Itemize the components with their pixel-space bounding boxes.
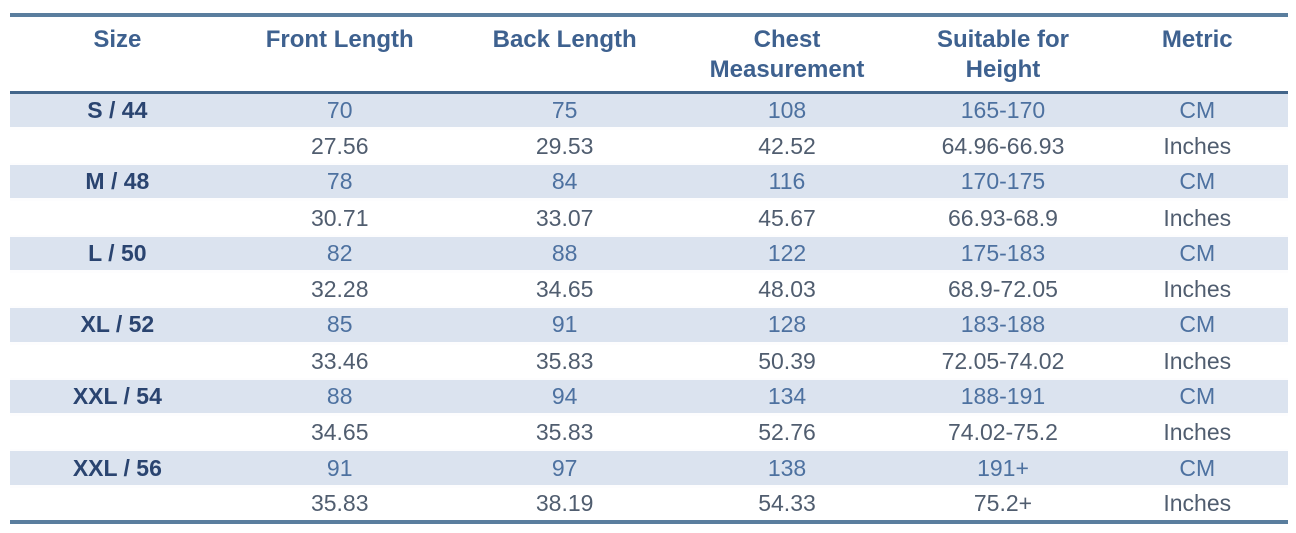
height-cell: 66.93-68.9: [899, 199, 1107, 236]
back-length-cell: 35.83: [454, 343, 675, 379]
size-cell: [10, 199, 225, 236]
column-header-height: Suitable for Height: [936, 26, 1069, 83]
column-header-back-length: Back Length: [492, 26, 637, 53]
table-row: M / 48 78 84 116 170-175 CM: [10, 163, 1288, 202]
table-row: 30.71 33.07 45.67 66.93-68.9 Inches: [10, 199, 1288, 236]
metric-cell: Inches: [1106, 486, 1288, 523]
back-length-cell: 91: [454, 306, 675, 345]
table-row: XL / 52 85 91 128 183-188 CM: [10, 306, 1288, 345]
chest-cell: 138: [674, 449, 900, 488]
front-length-cell: 30.71: [224, 199, 455, 236]
metric-cell: CM: [1106, 91, 1288, 130]
height-cell: 64.96-66.93: [899, 128, 1107, 165]
back-length-cell: 97: [454, 449, 675, 488]
table-row: 35.83 38.19 54.33 75.2+ Inches: [10, 486, 1288, 523]
height-cell: 170-175: [899, 163, 1107, 202]
chest-cell: 122: [674, 234, 900, 273]
front-length-cell: 27.56: [224, 128, 455, 165]
table-row: XXL / 54 88 94 134 188-191 CM: [10, 377, 1288, 417]
height-cell: 74.02-75.2: [899, 414, 1107, 451]
metric-cell: CM: [1106, 234, 1288, 273]
front-length-cell: 34.65: [224, 414, 455, 451]
chest-cell: 134: [674, 377, 900, 417]
height-cell: 183-188: [899, 306, 1107, 345]
size-cell: [10, 486, 225, 523]
size-cell: S / 44: [10, 91, 225, 130]
height-cell: 188-191: [899, 377, 1107, 417]
chest-cell: 42.52: [674, 128, 900, 165]
size-cell: L / 50: [10, 234, 225, 273]
height-cell: 75.2+: [899, 486, 1107, 523]
metric-cell: Inches: [1106, 343, 1288, 379]
front-length-cell: 78: [224, 163, 455, 202]
chest-cell: 45.67: [674, 199, 900, 236]
table-row: L / 50 82 88 122 175-183 CM: [10, 234, 1288, 273]
size-cell: [10, 343, 225, 379]
chest-cell: 52.76: [674, 414, 900, 451]
chest-cell: 54.33: [674, 486, 900, 523]
back-length-cell: 88: [454, 234, 675, 273]
back-length-cell: 29.53: [454, 128, 675, 165]
height-cell: 72.05-74.02: [899, 343, 1107, 379]
size-cell: M / 48: [10, 163, 225, 202]
height-cell: 68.9-72.05: [899, 271, 1107, 308]
column-header-front-length: Front Length: [265, 26, 414, 53]
size-cell: [10, 271, 225, 308]
metric-cell: Inches: [1106, 271, 1288, 308]
size-cell: XL / 52: [10, 306, 225, 345]
size-cell: XXL / 54: [10, 377, 225, 417]
chest-cell: 128: [674, 306, 900, 345]
front-length-cell: 33.46: [224, 343, 455, 379]
chest-cell: 50.39: [674, 343, 900, 379]
height-cell: 165-170: [899, 91, 1107, 130]
table-row: 27.56 29.53 42.52 64.96-66.93 Inches: [10, 128, 1288, 165]
table-row: XXL / 56 91 97 138 191+ CM: [10, 449, 1288, 488]
back-length-cell: 35.83: [454, 414, 675, 451]
metric-cell: Inches: [1106, 414, 1288, 451]
front-length-cell: 88: [224, 377, 455, 417]
chest-cell: 116: [674, 163, 900, 202]
metric-cell: CM: [1106, 449, 1288, 488]
table-row: S / 44 70 75 108 165-170 CM: [10, 91, 1288, 130]
size-chart-table: Size Front Length Back Length Chest Measurem…: [10, 13, 1288, 524]
front-length-cell: 32.28: [224, 271, 455, 308]
table-row: 33.46 35.83 50.39 72.05-74.02 Inches: [10, 343, 1288, 379]
front-length-cell: 70: [224, 91, 455, 130]
size-cell: [10, 128, 225, 165]
back-length-cell: 94: [454, 377, 675, 417]
back-length-cell: 38.19: [454, 486, 675, 523]
header-row: Size Front Length Back Length Chest Measurem…: [10, 15, 1288, 93]
chest-cell: 48.03: [674, 271, 900, 308]
height-cell: 191+: [899, 449, 1107, 488]
chest-cell: 108: [674, 91, 900, 130]
back-length-cell: 34.65: [454, 271, 675, 308]
front-length-cell: 35.83: [224, 486, 455, 523]
back-length-cell: 33.07: [454, 199, 675, 236]
table-row: 32.28 34.65 48.03 68.9-72.05 Inches: [10, 271, 1288, 308]
column-header-chest: Chest Measurement: [709, 26, 865, 83]
size-cell: XXL / 56: [10, 449, 225, 488]
height-cell: 175-183: [899, 234, 1107, 273]
size-cell: [10, 414, 225, 451]
back-length-cell: 84: [454, 163, 675, 202]
metric-cell: CM: [1106, 163, 1288, 202]
size-chart-header: Size Front Length Back Length Chest Measurem…: [10, 15, 1288, 93]
metric-cell: CM: [1106, 377, 1288, 417]
column-header-metric: Metric: [1161, 26, 1233, 53]
front-length-cell: 91: [224, 449, 455, 488]
metric-cell: Inches: [1106, 199, 1288, 236]
column-header-size: Size: [93, 26, 142, 53]
size-chart-container: Size Front Length Back Length Chest Measurem…: [10, 13, 1288, 524]
metric-cell: CM: [1106, 306, 1288, 345]
size-table-body: S / 44 70 75 108 165-170 CM 27.56 29.53 42.52 64.…: [10, 91, 1288, 523]
table-row: 34.65 35.83 52.76 74.02-75.2 Inches: [10, 414, 1288, 451]
front-length-cell: 82: [224, 234, 455, 273]
metric-cell: Inches: [1106, 128, 1288, 165]
front-length-cell: 85: [224, 306, 455, 345]
back-length-cell: 75: [454, 91, 675, 130]
